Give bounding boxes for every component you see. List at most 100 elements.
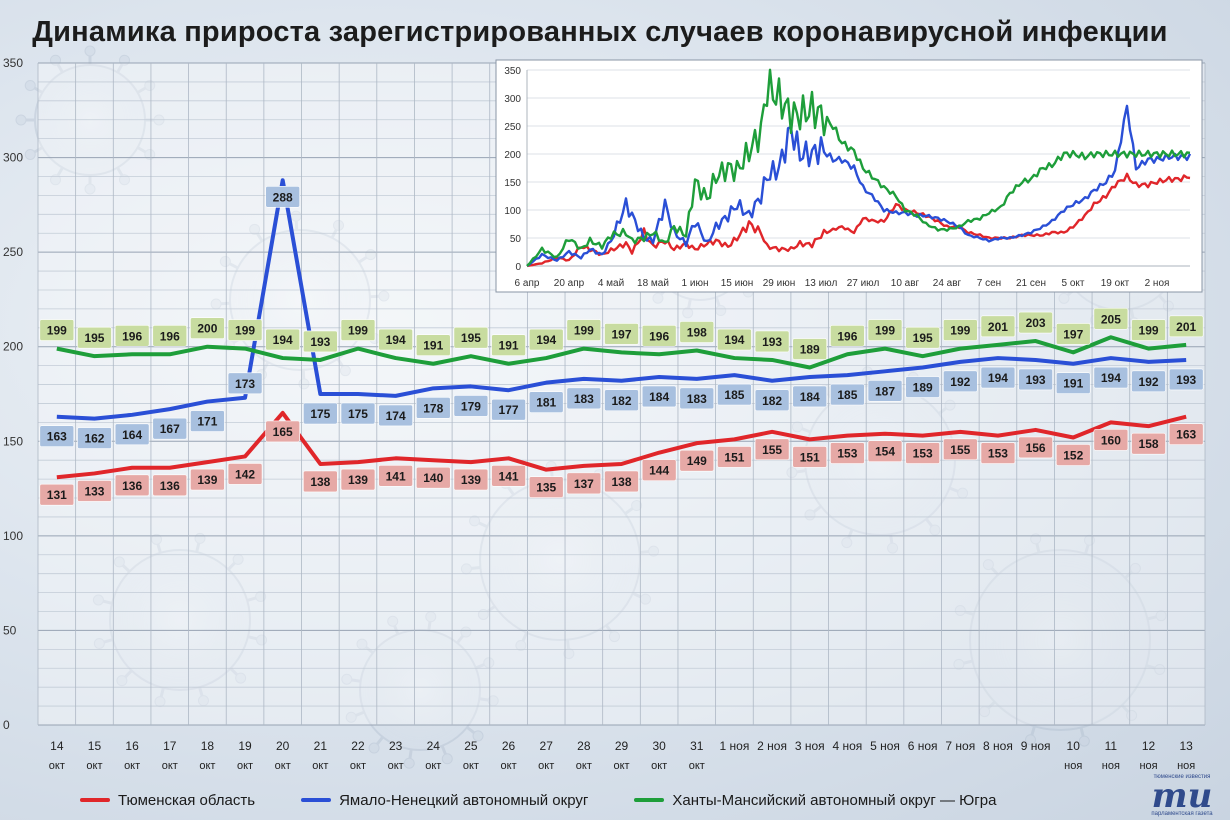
main-data-label-tyumen: 151 — [717, 446, 752, 468]
main-data-label-hmao: 191 — [491, 334, 526, 357]
main-x-tick-label: 2 ноя — [757, 739, 787, 753]
inset-x-tick-label: 24 авг — [933, 278, 962, 289]
virus-particle — [341, 611, 499, 769]
virus-particle — [953, 533, 1167, 747]
main-x-tick-label: 6 ноя — [908, 739, 938, 753]
main-data-label-yamal: 184 — [792, 385, 828, 408]
main-data-label-hmao: 203 — [1018, 311, 1053, 334]
main-data-label-tyumen: 141 — [378, 465, 413, 487]
main-y-tick-label: 0 — [3, 718, 10, 732]
main-data-label-yamal: 194 — [1093, 366, 1129, 389]
main-data-label-text: 194 — [988, 371, 1008, 385]
main-data-label-text: 182 — [762, 394, 782, 408]
main-x-tick-label: 30 — [652, 739, 666, 753]
main-data-label-text: 164 — [122, 428, 142, 442]
main-data-label-text: 175 — [348, 407, 368, 421]
logo-top-text: тюменские известия — [1153, 774, 1211, 780]
main-x-tick-label: 11 — [1105, 739, 1118, 753]
main-data-label-yamal: 185 — [830, 383, 865, 406]
main-data-label-text: 178 — [423, 401, 443, 415]
main-x-tick-label: 7 ноя — [945, 739, 975, 753]
main-series-line-yamal — [56, 178, 1187, 421]
main-data-label-text: 194 — [1101, 371, 1121, 385]
main-x-tick-label: 27 — [540, 739, 554, 753]
main-data-label-text: 185 — [837, 388, 857, 402]
inset-x-tick-label: 15 июн — [721, 278, 754, 289]
main-data-label-text: 171 — [197, 415, 217, 429]
main-data-label-hmao: 199 — [227, 319, 263, 341]
main-series-lines — [56, 178, 1187, 480]
legend-item-tyumen: Тюменская область — [80, 792, 255, 809]
main-data-label-text: 155 — [950, 443, 970, 457]
main-data-label-text: 184 — [800, 390, 820, 404]
main-x-tick-label: 21 — [314, 739, 328, 753]
main-data-label-tyumen: 144 — [641, 459, 677, 481]
inset-x-tick-label: 5 окт — [1062, 278, 1085, 289]
main-data-label-hmao: 199 — [943, 319, 978, 341]
main-data-label-text: 185 — [724, 388, 744, 402]
main-data-label-yamal: 192 — [1131, 370, 1166, 393]
main-data-label-text: 139 — [461, 473, 481, 487]
main-y-tick-label: 50 — [3, 623, 17, 637]
main-x-tick-label: 24 — [427, 739, 441, 753]
main-data-label-hmao: 199 — [867, 319, 903, 341]
inset-y-tick-label: 100 — [504, 206, 521, 217]
main-x-tick-label: 16 — [125, 739, 139, 753]
main-data-label-text: 205 — [1101, 312, 1121, 326]
main-x-tick-sublabel: ноя — [1102, 760, 1120, 772]
main-x-tick-sublabel: окт — [275, 760, 291, 772]
main-data-label-text: 194 — [536, 333, 556, 347]
main-data-label-yamal: 193 — [1168, 368, 1204, 391]
inset-series-lines — [526, 68, 1192, 268]
main-data-label-hmao: 195 — [77, 326, 112, 349]
main-data-label-text: 151 — [724, 450, 744, 464]
main-data-label-tyumen: 136 — [114, 474, 150, 497]
main-x-tick-label: 12 — [1142, 739, 1156, 753]
inset-x-tick-label: 18 май — [637, 278, 669, 289]
legend-line-marker-tyumen — [80, 798, 110, 802]
main-data-label-yamal: 191 — [1055, 372, 1091, 395]
inset-y-tick-label: 250 — [504, 122, 521, 133]
main-data-label-text: 162 — [84, 432, 104, 446]
inset-y-tick-label: 350 — [504, 66, 521, 77]
main-data-label-yamal: 163 — [39, 425, 75, 447]
main-data-label-yamal: 179 — [453, 395, 489, 417]
main-data-label-text: 288 — [273, 190, 293, 204]
main-data-labels: 131 133 136 136 139 142 165 138 139 141 140 139 141 1… — [39, 185, 1204, 506]
main-data-label-text: 136 — [122, 479, 142, 493]
main-data-label-text: 154 — [875, 445, 895, 459]
publisher-logo: тюменские известия mu парламентская газе… — [1150, 774, 1214, 818]
main-data-label-text: 165 — [273, 425, 293, 439]
main-x-tick-label: 18 — [201, 739, 215, 753]
main-data-label-text: 199 — [47, 324, 67, 338]
main-data-label-text: 189 — [913, 381, 933, 395]
main-data-label-text: 181 — [536, 396, 556, 410]
main-data-label-text: 153 — [913, 447, 933, 461]
main-data-label-hmao: 197 — [1055, 323, 1091, 345]
main-data-label-text: 138 — [310, 475, 330, 489]
main-data-label-yamal: 185 — [717, 383, 752, 406]
main-data-label-text: 183 — [574, 392, 594, 406]
main-data-label-text: 193 — [762, 335, 782, 349]
main-data-label-text: 149 — [687, 454, 707, 468]
main-data-label-text: 194 — [273, 333, 293, 347]
main-data-label-text: 142 — [235, 467, 255, 481]
main-data-label-hmao: 205 — [1093, 307, 1129, 330]
main-data-label-tyumen: 163 — [1168, 423, 1204, 445]
main-data-label-text: 174 — [386, 409, 406, 423]
main-y-tick-label: 150 — [3, 434, 23, 448]
main-data-label-yamal: 194 — [980, 366, 1016, 389]
main-data-label-text: 136 — [160, 479, 180, 493]
main-data-label-text: 144 — [649, 464, 669, 478]
inset-x-tick-label: 21 сен — [1016, 278, 1046, 289]
main-data-label-tyumen: 151 — [792, 446, 828, 468]
main-data-label-tyumen: 137 — [566, 472, 602, 495]
legend-label-hmao: Ханты-Мансийский автономный округ — Югра — [672, 791, 997, 809]
main-x-tick-sublabel: окт — [124, 760, 140, 772]
main-data-label-tyumen: 135 — [528, 476, 564, 498]
main-data-label-text: 193 — [1026, 373, 1046, 387]
main-data-label-yamal: 171 — [190, 410, 225, 432]
main-data-label-hmao: 200 — [190, 317, 225, 340]
legend: Тюменская область Ямало-Ненецкий автоном… — [80, 788, 1140, 812]
main-data-label-text: 199 — [1139, 324, 1159, 338]
